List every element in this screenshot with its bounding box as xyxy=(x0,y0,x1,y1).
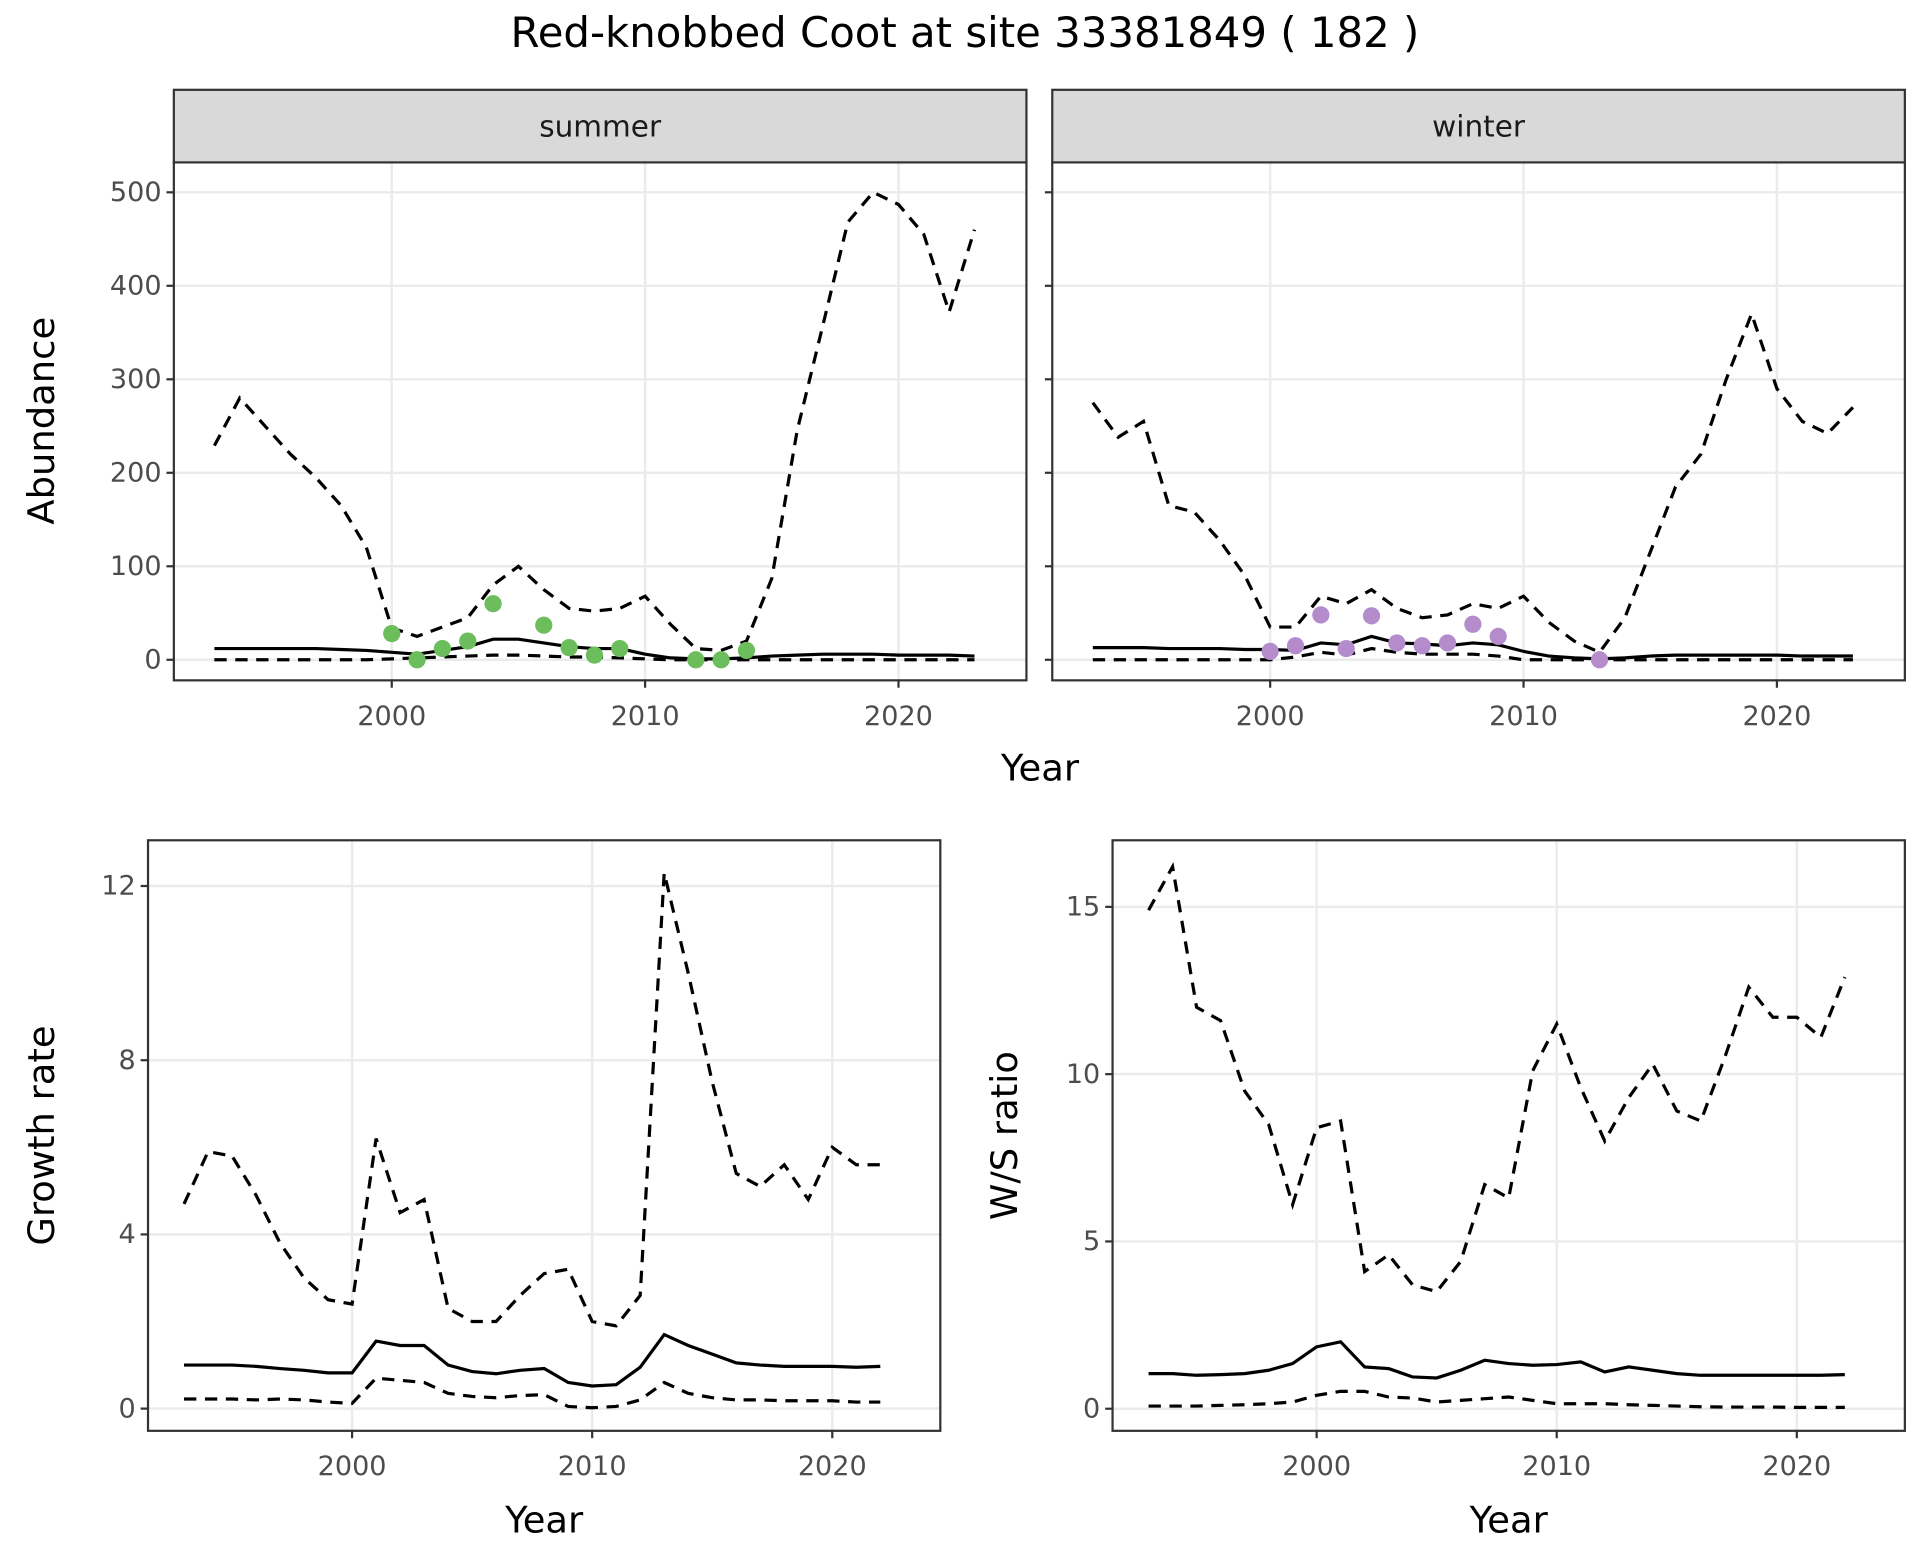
y-tick-label: 0 xyxy=(144,645,161,676)
data-point xyxy=(585,646,604,664)
y-tick-label: 100 xyxy=(110,551,162,582)
facet-strip xyxy=(1051,88,1906,164)
solid-line xyxy=(1092,634,1853,661)
panel-background xyxy=(173,162,1027,681)
y-tick-label: 12 xyxy=(101,871,135,902)
x-tick-label: 2020 xyxy=(1762,1451,1831,1482)
dashed-line xyxy=(1091,309,1855,655)
panel-background xyxy=(1052,162,1905,681)
facet-label: summer xyxy=(539,109,662,143)
solid-line xyxy=(1148,1340,1845,1380)
y-tick-label: 0 xyxy=(118,1393,135,1424)
data-point xyxy=(484,595,502,613)
data-point xyxy=(1590,651,1609,669)
y-tick-label: 200 xyxy=(110,458,162,489)
data-point xyxy=(1388,634,1406,652)
dashed-line xyxy=(1092,646,1853,662)
x-tick-label: 2020 xyxy=(864,701,933,732)
figure-title: Red-knobbed Coot at site 33381849 ( 182 … xyxy=(511,8,1420,57)
solid-line xyxy=(184,1332,881,1388)
data-point xyxy=(1362,607,1381,625)
dashed-line xyxy=(1147,861,1847,1294)
x-tick-label: 2000 xyxy=(318,1451,387,1482)
x-axis-title: Year xyxy=(504,1498,584,1541)
data-point xyxy=(1464,615,1482,633)
data-point xyxy=(433,639,452,658)
y-tick-label: 8 xyxy=(118,1045,135,1076)
panel-background xyxy=(1112,840,1905,1431)
data-point xyxy=(560,639,578,657)
dashed-line xyxy=(184,1376,881,1410)
data-point xyxy=(687,651,705,669)
x-tick-label: 2000 xyxy=(1282,1451,1351,1482)
y-tick-label: 300 xyxy=(110,364,162,395)
data-point xyxy=(459,632,477,650)
x-tick-label: 2000 xyxy=(1236,701,1305,732)
dashed-line xyxy=(1148,1389,1845,1409)
facet-label: winter xyxy=(1432,109,1526,143)
x-tick-label: 2010 xyxy=(1489,701,1558,732)
x-tick-label: 2010 xyxy=(611,701,680,732)
dashed-line xyxy=(182,872,881,1328)
panel-border xyxy=(1111,839,1906,1432)
panel-border xyxy=(146,839,942,1432)
data-point xyxy=(408,651,426,669)
y-tick-label: 5 xyxy=(1083,1226,1100,1257)
x-tick-label: 2020 xyxy=(798,1451,867,1482)
x-tick-label: 2020 xyxy=(1742,701,1811,732)
facet-strip xyxy=(172,88,1028,164)
x-tick-label: 2010 xyxy=(558,1451,627,1482)
y-tick-label: 500 xyxy=(110,177,162,208)
y-tick-label: 10 xyxy=(1066,1059,1100,1090)
y-axis-title: Abundance xyxy=(20,317,63,525)
x-tick-label: 2000 xyxy=(357,701,426,732)
data-point xyxy=(1413,637,1431,655)
y-tick-label: 15 xyxy=(1066,892,1100,923)
data-point xyxy=(737,641,756,660)
y-axis-title: Growth rate xyxy=(20,1025,63,1245)
data-point xyxy=(383,624,401,643)
panel-background xyxy=(148,840,941,1431)
y-tick-label: 0 xyxy=(1083,1393,1100,1424)
y-axis-title: W/S ratio xyxy=(983,1051,1026,1220)
data-point xyxy=(1489,627,1507,646)
data-point xyxy=(1286,637,1305,655)
data-point xyxy=(712,651,730,669)
data-point xyxy=(535,616,553,634)
y-tick-label: 4 xyxy=(118,1219,135,1250)
data-point xyxy=(1312,606,1330,624)
x-axis-title: Year xyxy=(1469,1498,1549,1541)
data-point xyxy=(1337,639,1355,658)
x-tick-label: 2010 xyxy=(1522,1451,1591,1482)
x-axis-title: Year xyxy=(1000,747,1080,790)
data-point xyxy=(611,639,629,658)
y-tick-label: 400 xyxy=(110,271,162,302)
data-point xyxy=(1261,642,1279,660)
data-point xyxy=(1438,634,1457,652)
